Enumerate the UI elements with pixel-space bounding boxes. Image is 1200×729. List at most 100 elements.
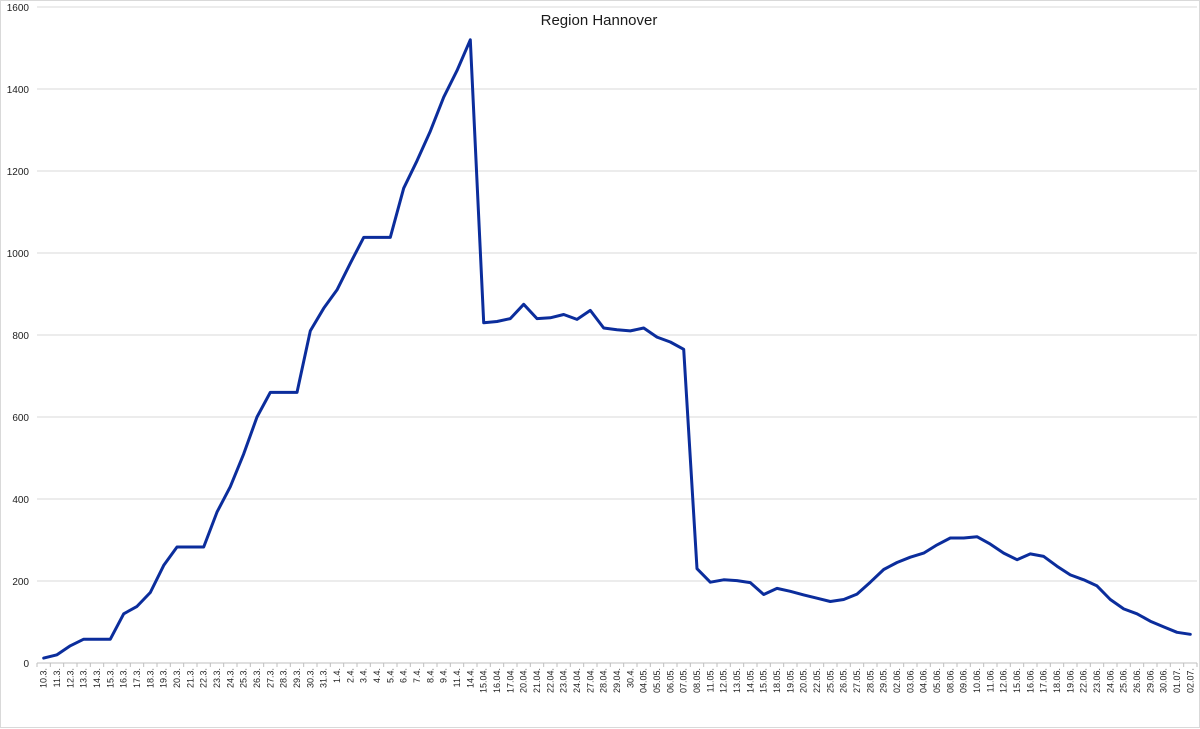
data-point: [855, 592, 859, 596]
x-tick-label: 10.3.: [39, 668, 49, 688]
data-point: [868, 580, 872, 584]
data-point: [775, 586, 779, 590]
x-tick-label: 23.3.: [212, 668, 222, 688]
x-tick-label: 1.4.: [332, 668, 342, 683]
x-tick-label: 6.4.: [399, 668, 409, 683]
data-point: [908, 555, 912, 559]
data-point: [228, 485, 232, 489]
x-tick-label: 14.05.: [745, 668, 755, 693]
data-point: [82, 637, 86, 641]
data-point: [1148, 619, 1152, 623]
y-tick-label: 200: [12, 577, 29, 588]
x-tick-label: 13.3.: [79, 668, 89, 688]
data-point: [895, 561, 899, 565]
x-tick-label: 21.04.: [532, 668, 542, 693]
x-tick-label: 30.4.: [625, 668, 635, 688]
y-tick-label: 800: [12, 331, 29, 342]
x-tick-label: 12.06.: [999, 668, 1009, 693]
x-tick-label: 28.3.: [279, 668, 289, 688]
x-tick-label: 5.4.: [385, 668, 395, 683]
y-tick-label: 400: [12, 495, 29, 506]
x-tick-label: 02.07.: [1185, 668, 1195, 693]
data-point: [322, 306, 326, 310]
data-point: [242, 452, 246, 456]
x-tick-label: 8.4.: [425, 668, 435, 683]
data-point: [922, 551, 926, 555]
data-point: [962, 536, 966, 540]
x-axis: [36, 662, 1198, 667]
data-point: [788, 589, 792, 593]
x-tick-label: 06.05.: [665, 668, 675, 693]
x-tick-label: 23.04.: [559, 668, 569, 693]
x-tick-label: 11.05.: [705, 668, 715, 692]
x-tick-label: 27.05.: [852, 668, 862, 693]
x-tick-label: 10.06.: [972, 668, 982, 693]
chart-title: Region Hannover: [541, 12, 658, 29]
x-tick-label: 04.06.: [919, 668, 929, 693]
x-tick-label: 01.07.: [1172, 668, 1182, 693]
x-tick-label: 29.05.: [879, 668, 889, 693]
series-line: [42, 38, 1192, 660]
data-point: [388, 235, 392, 239]
x-tick-label: 25.05.: [825, 668, 835, 693]
data-point: [1162, 625, 1166, 629]
x-tick-label: 27.3.: [265, 668, 275, 688]
data-point: [215, 510, 219, 514]
x-tick-label: 9.4.: [439, 668, 449, 683]
x-tick-label: 25.3.: [239, 668, 249, 688]
data-point: [642, 326, 646, 330]
data-point: [628, 329, 632, 333]
x-tick-label: 12.05.: [719, 668, 729, 693]
x-tick-label: 19.3.: [159, 668, 169, 688]
data-point: [695, 567, 699, 571]
x-tick-label: 15.3.: [105, 668, 115, 688]
data-point: [202, 545, 206, 549]
x-tick-label: 11.06.: [985, 668, 995, 692]
data-point: [1055, 564, 1059, 568]
data-point: [1042, 554, 1046, 558]
data-point: [135, 604, 139, 608]
x-tick-label: 30.06.: [1159, 668, 1169, 693]
data-point: [588, 308, 592, 312]
data-point: [468, 38, 472, 42]
x-tick-label: 02.06.: [892, 668, 902, 693]
data-point: [735, 579, 739, 583]
x-tick-label: 29.04.: [612, 668, 622, 693]
x-tick-label: 23.06.: [1092, 668, 1102, 693]
data-point: [935, 543, 939, 547]
data-point: [122, 612, 126, 616]
x-tick-label: 08.05.: [692, 668, 702, 693]
x-tick-label: 22.05.: [812, 668, 822, 693]
x-tick-label: 26.05.: [839, 668, 849, 693]
data-point: [68, 644, 72, 648]
data-point: [975, 535, 979, 539]
y-tick-label: 600: [12, 413, 29, 424]
x-tick-label: 14.4.: [465, 668, 475, 688]
data-point: [1095, 584, 1099, 588]
x-tick-label: 11.4.: [452, 668, 462, 687]
data-point: [1015, 558, 1019, 562]
data-point: [95, 637, 99, 641]
data-point: [42, 656, 46, 660]
data-point: [282, 390, 286, 394]
data-point: [815, 596, 819, 600]
x-tick-label: 15.05.: [759, 668, 769, 693]
data-point: [828, 600, 832, 604]
x-tick-label: 28.05.: [865, 668, 875, 693]
x-tick-label: 09.06.: [959, 668, 969, 693]
data-point: [1135, 612, 1139, 616]
x-axis-tick-labels: 10.3. 11.3. 12.3. 13.3. 14.3. 15.3. 16.3. 17.3.…: [39, 668, 1196, 693]
x-tick-label: 05.05.: [652, 668, 662, 693]
x-tick-label: 07.05.: [679, 668, 689, 693]
data-point: [842, 597, 846, 601]
data-point: [602, 326, 606, 330]
x-tick-label: 16.3.: [119, 668, 129, 688]
data-point: [655, 335, 659, 339]
x-tick-label: 7.4.: [412, 668, 422, 683]
x-tick-label: 26.06.: [1132, 668, 1142, 693]
data-point: [522, 302, 526, 306]
x-tick-label: 20.05.: [799, 668, 809, 693]
data-point: [562, 313, 566, 317]
